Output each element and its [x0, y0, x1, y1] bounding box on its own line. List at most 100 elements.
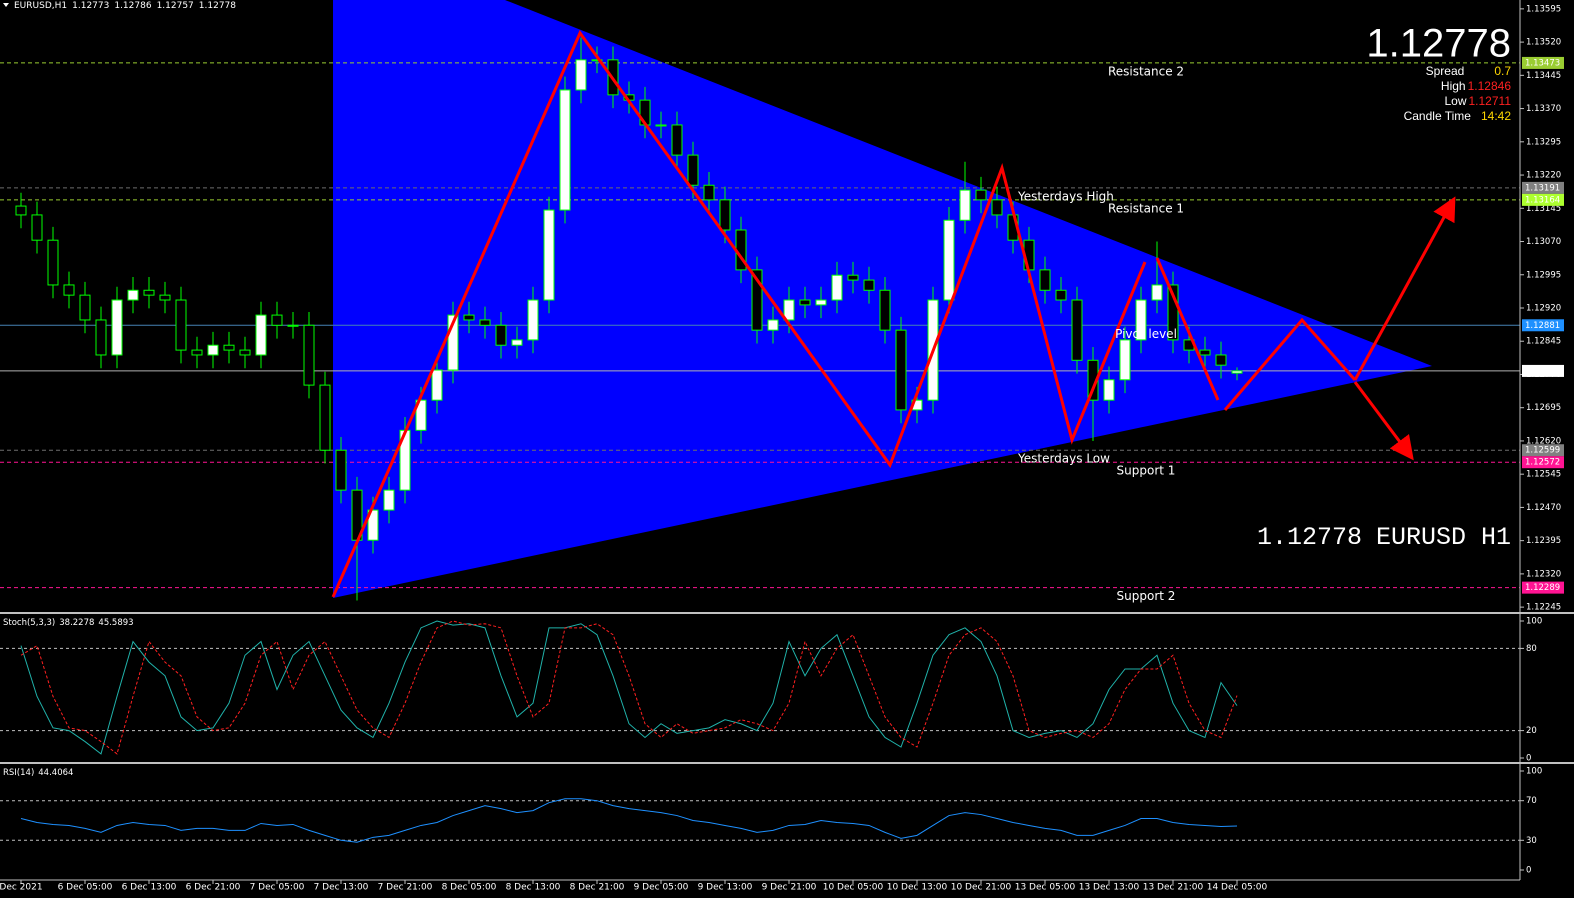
- candle-body: [655, 124, 667, 127]
- indicator-value: 45.5893: [98, 618, 133, 628]
- x-tick-label: 13 Dec 05:00: [1015, 883, 1076, 893]
- candle-body: [383, 489, 395, 511]
- level-box: [1522, 193, 1564, 206]
- candle-body: [1039, 269, 1051, 291]
- x-tick-label: 6 Dec 13:00: [122, 883, 177, 893]
- indicator-name: Stoch(5,3,3): [3, 618, 55, 628]
- y-tick-label: 30: [1526, 836, 1537, 846]
- symbol: EURUSD,H1: [14, 1, 67, 11]
- current-price-box: [1522, 364, 1564, 377]
- ohlc-value: 1.12778: [199, 1, 236, 11]
- info-value: 1.12711: [1469, 94, 1512, 108]
- candle-body: [879, 289, 891, 331]
- x-tick-label: 9 Dec 05:00: [634, 883, 689, 893]
- wave-line: [331, 29, 1147, 598]
- x-tick-label: 8 Dec 21:00: [570, 883, 625, 893]
- level-box: [1522, 181, 1564, 194]
- x-tick-label: 10 Dec 13:00: [887, 883, 948, 893]
- y-tick-label: 1.13220: [1526, 171, 1561, 181]
- level-value: 1.13164: [1525, 195, 1560, 205]
- x-tick-label: 9 Dec 21:00: [762, 883, 817, 893]
- info-value: 1.12846: [1468, 79, 1512, 93]
- y-tick-label: 100: [1526, 767, 1542, 777]
- candle-body: [271, 314, 283, 326]
- y-tick-label: 1.12920: [1526, 303, 1561, 313]
- y-tick-label: 100: [1526, 617, 1542, 627]
- candle-body: [1167, 284, 1179, 341]
- candle-body: [1119, 339, 1131, 381]
- x-tick-label: 7 Dec 05:00: [250, 883, 305, 893]
- candle-body: [495, 324, 507, 346]
- y-tick-label: 1.12620: [1526, 436, 1561, 446]
- candle-body: [479, 319, 491, 326]
- candle-body: [1103, 379, 1115, 401]
- y-tick-label: 70: [1526, 796, 1537, 806]
- level-box: [1522, 56, 1564, 69]
- menu-arrow: [3, 3, 9, 7]
- candle-body: [175, 299, 187, 351]
- candle-body: [95, 319, 107, 356]
- info-row: Spread 0.7: [1426, 64, 1512, 78]
- candle-body: [863, 279, 875, 291]
- current-price-value: 1.12778: [1525, 366, 1560, 376]
- candle-body: [575, 59, 587, 91]
- candle-body: [559, 89, 571, 211]
- level-box: [1522, 319, 1564, 332]
- candle-body: [463, 314, 475, 321]
- candle-body: [703, 184, 715, 201]
- y-tick-label: 1.12395: [1526, 536, 1561, 546]
- y-tick-label: 1.12845: [1526, 337, 1561, 347]
- ohlc-value: 1.12773: [72, 1, 109, 11]
- indicator-value: 38.2278: [59, 618, 94, 628]
- candle-body: [815, 299, 827, 306]
- level-label: Yesterdays Low: [1017, 452, 1110, 466]
- big-price: 1.12778: [1366, 22, 1511, 66]
- candle-body: [767, 319, 779, 331]
- x-tick-label: 8 Dec 13:00: [506, 883, 561, 893]
- symbol-caption: 1.12778 EURUSD H1: [1257, 523, 1511, 552]
- candle-body: [751, 269, 763, 331]
- candle-body: [527, 299, 539, 341]
- candle-body: [943, 219, 955, 301]
- y-tick-label: 80: [1526, 644, 1537, 654]
- candle-body: [447, 314, 459, 371]
- y-tick-label: 1.12245: [1526, 603, 1561, 613]
- level-value: 1.13473: [1525, 58, 1560, 68]
- candle-body: [319, 384, 331, 451]
- y-tick-label: 1.13145: [1526, 204, 1561, 214]
- candle-body: [239, 349, 251, 356]
- candle-body: [959, 189, 971, 221]
- candle-body: [367, 509, 379, 541]
- candle-body: [895, 329, 907, 411]
- y-tick-label: 1.13295: [1526, 137, 1561, 147]
- candle-body: [223, 344, 235, 351]
- level-value: 1.13191: [1525, 183, 1560, 193]
- x-tick-label: 10 Dec 05:00: [823, 883, 884, 893]
- candle-body: [127, 289, 139, 301]
- indicator-title: RSI(14) 44.4064: [3, 768, 73, 778]
- candle-body: [303, 324, 315, 386]
- candle-body: [671, 124, 683, 156]
- ohlc-value: 1.12757: [157, 1, 194, 11]
- x-tick-label: 10 Dec 21:00: [951, 883, 1012, 893]
- candle-body: [335, 449, 347, 491]
- indicator-line: [20, 620, 1238, 755]
- x-tick-label: 6 Dec 05:00: [58, 883, 113, 893]
- info-row: High 1.12846: [1441, 79, 1511, 93]
- x-tick-label: 14 Dec 05:00: [1207, 883, 1268, 893]
- indicator-name: RSI(14): [3, 768, 34, 778]
- y-tick-label: 1.12320: [1526, 569, 1561, 579]
- y-tick-label: 1.13520: [1526, 38, 1561, 48]
- candle-body: [415, 399, 427, 431]
- info-label: Low: [1444, 94, 1466, 108]
- candle-body: [1135, 299, 1147, 341]
- level-label: Support 1: [1117, 464, 1176, 478]
- y-tick-label: 1.12995: [1526, 270, 1561, 280]
- projection-line: [1223, 317, 1357, 411]
- candle-body: [799, 299, 811, 306]
- candle-body: [1071, 299, 1083, 361]
- arrow-down: [1353, 381, 1414, 461]
- indicator-line: [20, 620, 1238, 755]
- candle-body: [975, 189, 987, 201]
